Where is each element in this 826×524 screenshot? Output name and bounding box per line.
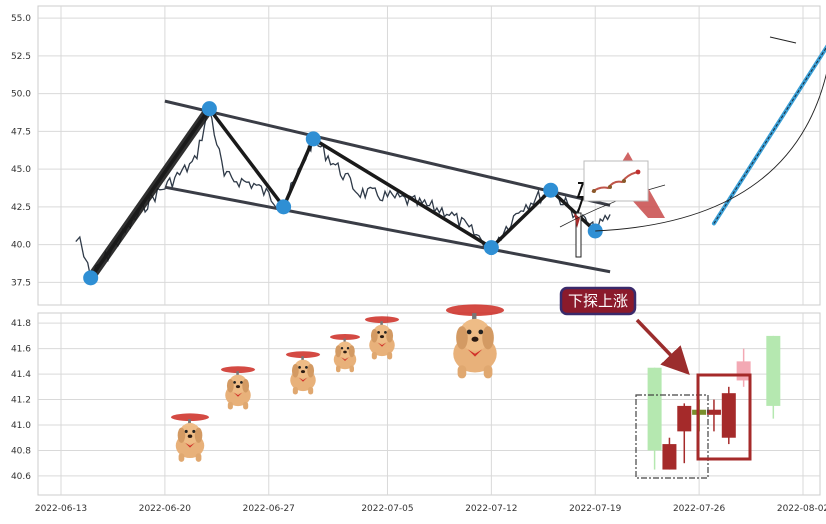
pivot-points — [83, 101, 603, 286]
date-axis: 2022-06-13 2022-06-20 2022-06-27 2022-07-05… — [35, 504, 826, 514]
channel-lines — [164, 99, 611, 274]
projection-curve — [595, 73, 826, 232]
y-tick-label: 37.5 — [11, 278, 31, 288]
x-tick-label: 2022-07-12 — [465, 504, 517, 514]
y-tick-label: 41.8 — [11, 319, 31, 329]
y-tick-label: 45.0 — [11, 165, 31, 175]
x-tick-label: 2022-06-20 — [139, 504, 192, 514]
x-tick-label: 2022-06-27 — [243, 504, 295, 514]
y-tick-label: 41.0 — [11, 421, 31, 431]
callout-box — [559, 286, 637, 316]
price-series-line — [75, 108, 611, 279]
candle-body — [662, 444, 677, 470]
lightning-bolt-icon — [576, 182, 585, 213]
projection-dashed-overlay — [713, 47, 826, 224]
y-tick-label: 41.2 — [11, 396, 31, 406]
forecast-thin-line — [559, 184, 666, 228]
x-tick-label: 2022-06-13 — [35, 504, 87, 514]
y-tick-label: 50.0 — [11, 90, 31, 100]
candle-panel-y-axis: 41.8 41.6 41.4 41.2 41.0 40.8 40.6 — [11, 319, 31, 482]
forecast-region — [559, 152, 666, 258]
y-tick-label: 47.5 — [11, 127, 31, 137]
projection-end-cap — [769, 36, 797, 44]
x-tick-label: 2022-07-26 — [673, 504, 726, 514]
y-tick-label: 55.0 — [11, 14, 31, 24]
callout-label: 下探上涨 — [568, 292, 628, 310]
candle-body — [721, 393, 736, 438]
x-tick-label: 2022-07-05 — [361, 504, 413, 514]
pattern-dashed-box — [635, 394, 709, 479]
y-tick-label: 40.8 — [11, 446, 31, 456]
candle-panel-grid — [38, 313, 820, 495]
y-tick-label: 40.0 — [11, 241, 31, 251]
pivot-point — [276, 199, 292, 215]
y-tick-label: 52.5 — [11, 52, 31, 62]
pivot-point — [483, 240, 499, 256]
upper-channel-line — [164, 99, 611, 207]
candle-panel: 41.8 41.6 41.4 41.2 41.0 40.8 40.6 下探上涨 — [11, 286, 821, 496]
price-panel-grid — [38, 6, 820, 305]
y-tick-label: 41.6 — [11, 345, 31, 355]
lower-channel-line — [164, 185, 611, 274]
y-tick-label: 40.6 — [11, 472, 31, 482]
candle-body — [706, 409, 721, 415]
price-panel-frame — [37, 5, 821, 306]
candle-body — [766, 335, 781, 406]
pattern-red-box — [696, 373, 752, 461]
pivot-point — [201, 101, 217, 117]
x-tick-label: 2022-07-19 — [569, 504, 622, 514]
candle-body — [677, 405, 692, 432]
pivot-point — [83, 270, 99, 286]
price-panel-y-axis: 55.0 52.5 50.0 47.5 45.0 42.5 40.0 37.5 — [11, 14, 31, 288]
y-tick-label: 41.4 — [11, 370, 31, 380]
forecast-bar — [575, 212, 582, 258]
candle-body — [647, 367, 662, 451]
callout-arrow-icon — [635, 318, 690, 376]
price-panel: 55.0 52.5 50.0 47.5 45.0 42.5 40.0 37.5 — [11, 5, 826, 306]
y-tick-label: 42.5 — [11, 203, 31, 213]
pivot-point — [543, 182, 559, 198]
candle-panel-frame — [37, 312, 821, 496]
x-tick-label: 2022-08-02 — [777, 504, 826, 514]
forecast-marker — [574, 213, 580, 228]
candles — [647, 335, 781, 470]
pivot-point — [305, 131, 321, 147]
